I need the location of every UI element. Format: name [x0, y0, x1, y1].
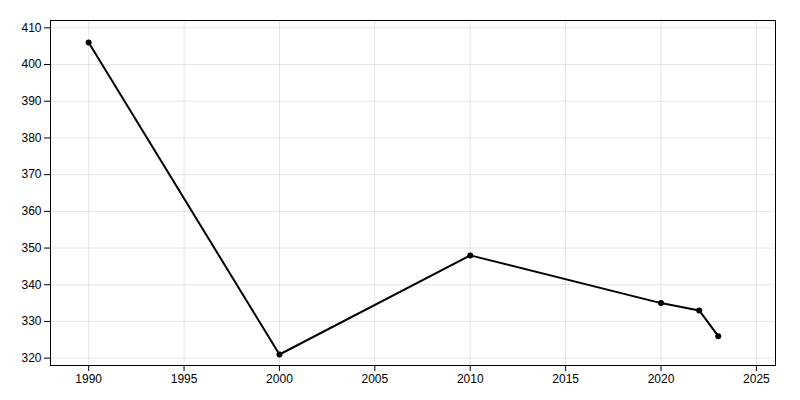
svg-text:390: 390	[21, 94, 41, 108]
svg-text:2020: 2020	[648, 372, 675, 386]
svg-text:350: 350	[21, 241, 41, 255]
svg-text:320: 320	[21, 351, 41, 365]
svg-text:2000: 2000	[266, 372, 293, 386]
svg-text:1995: 1995	[171, 372, 198, 386]
svg-text:2005: 2005	[361, 372, 388, 386]
svg-text:370: 370	[21, 167, 41, 181]
svg-text:400: 400	[21, 57, 41, 71]
svg-text:2015: 2015	[552, 372, 579, 386]
svg-text:380: 380	[21, 131, 41, 145]
svg-text:410: 410	[21, 21, 41, 35]
svg-text:2025: 2025	[743, 372, 770, 386]
svg-text:340: 340	[21, 278, 41, 292]
svg-text:1990: 1990	[75, 372, 102, 386]
svg-text:330: 330	[21, 314, 41, 328]
svg-text:360: 360	[21, 204, 41, 218]
svg-text:2010: 2010	[457, 372, 484, 386]
